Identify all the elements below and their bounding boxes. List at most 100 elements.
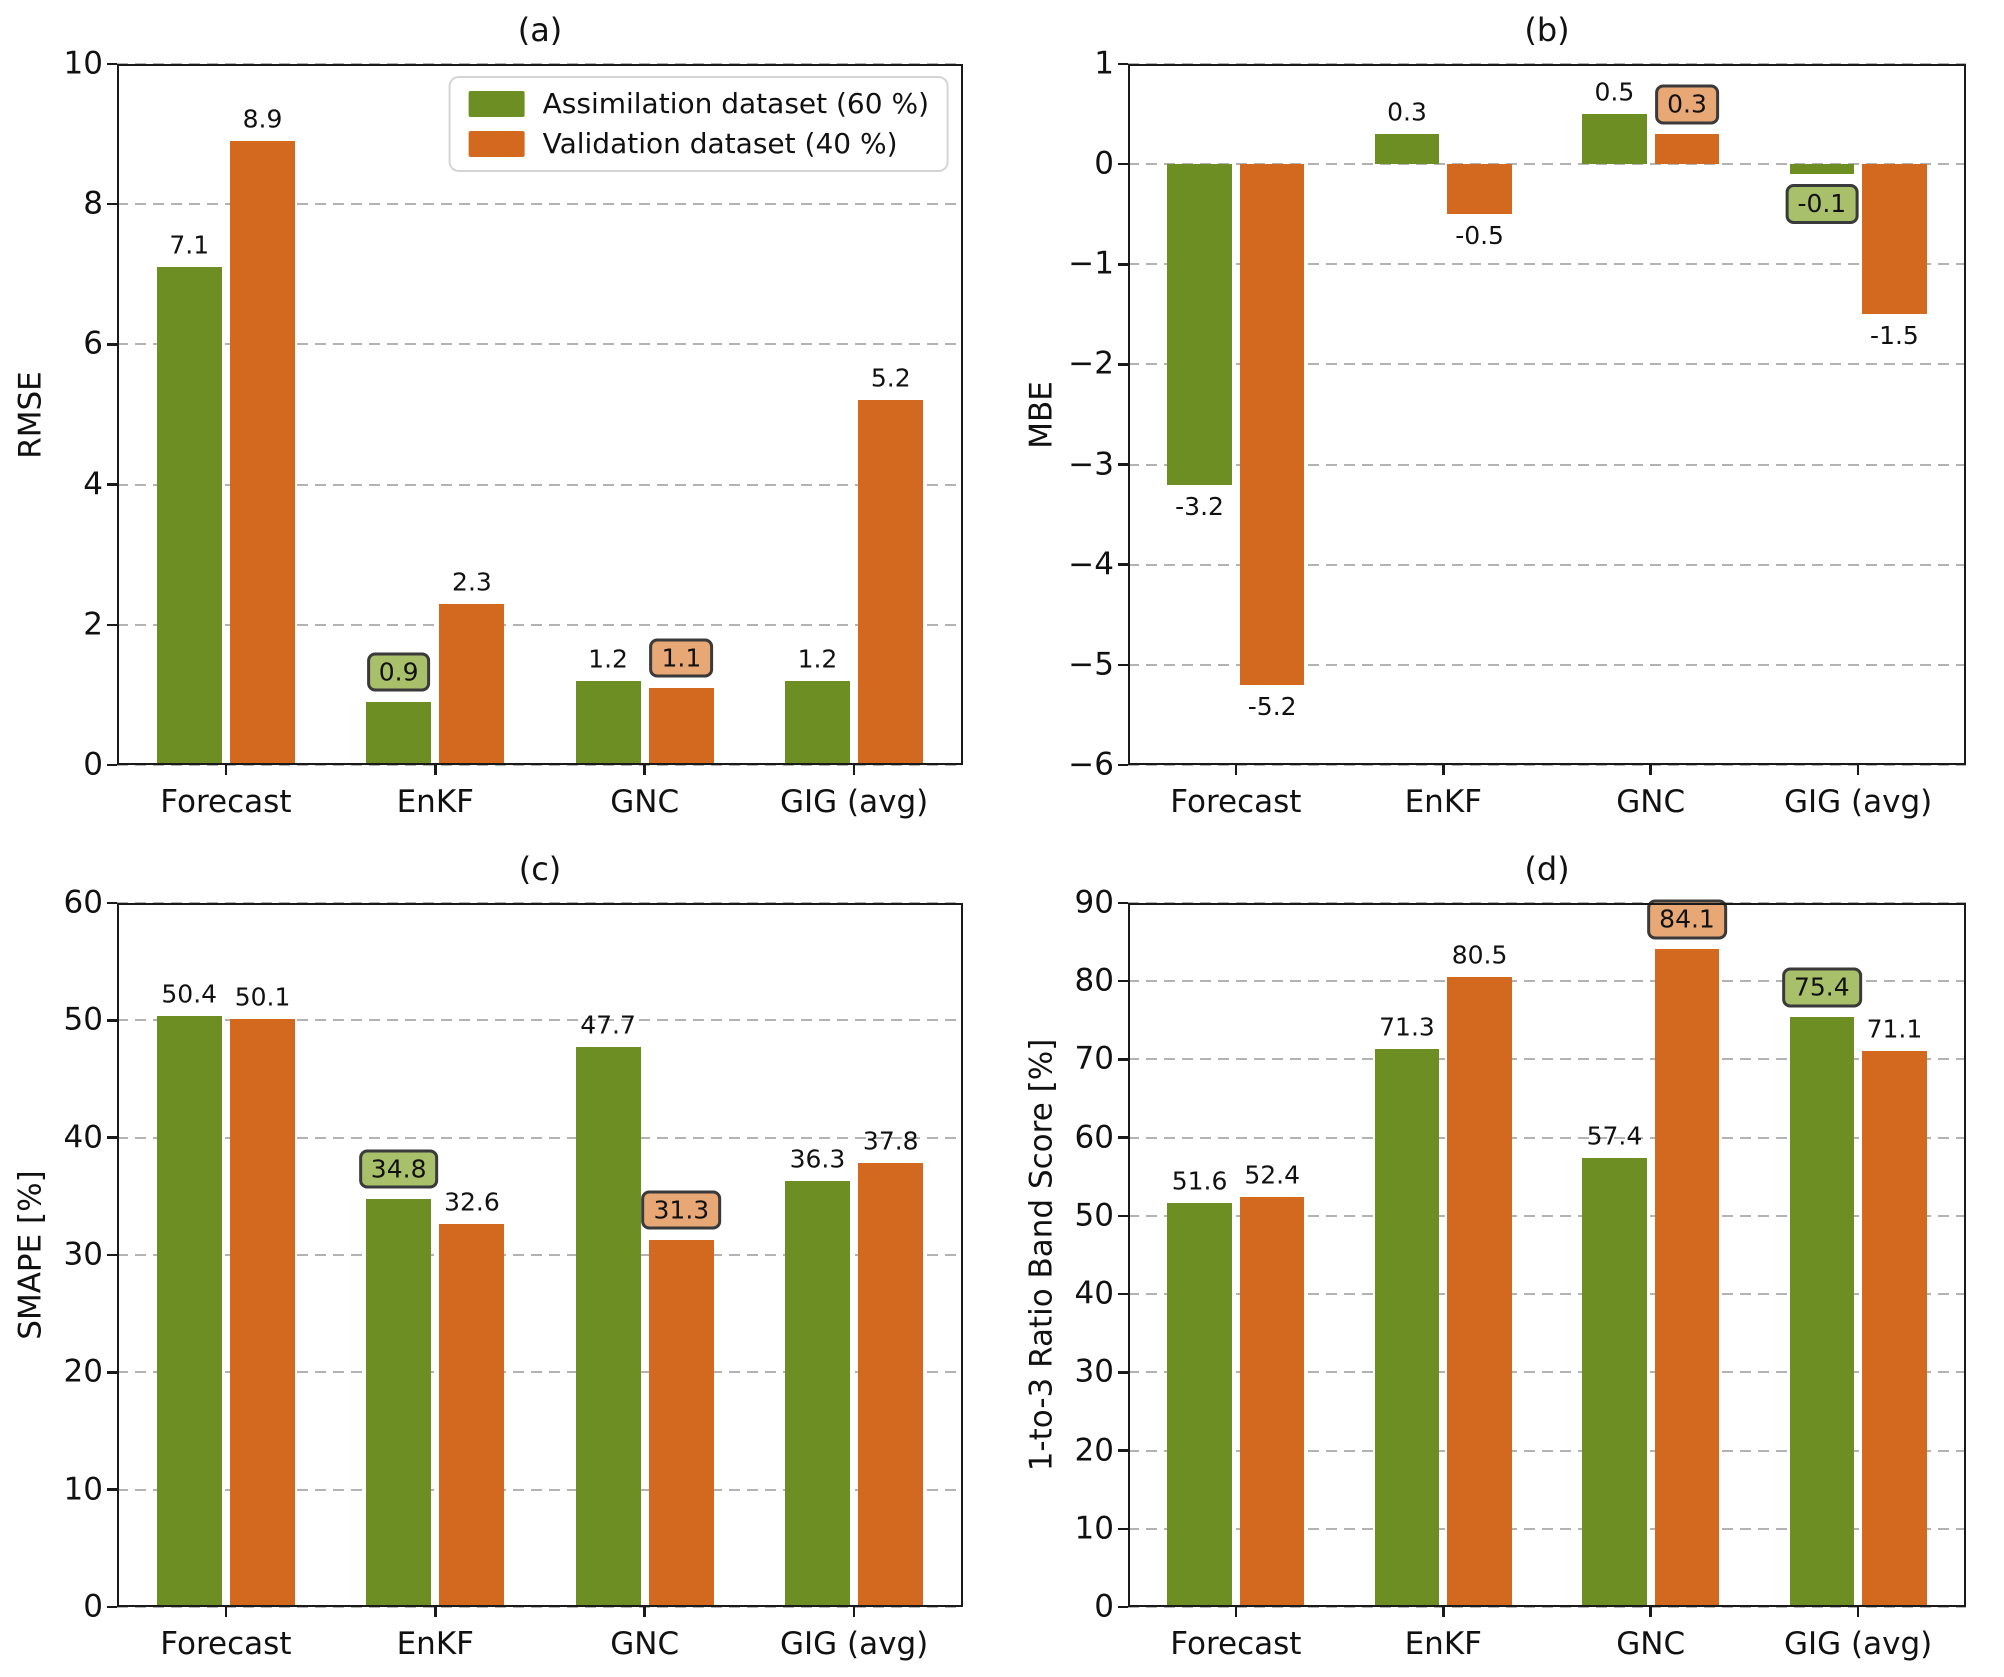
bar-a-validation-2 — [648, 687, 714, 765]
x-tick-mark — [1234, 765, 1238, 775]
bar-c-validation-2 — [648, 1239, 714, 1607]
x-tick-mark — [1856, 765, 1860, 775]
value-label-b-assimilation-1: 0.3 — [1387, 97, 1427, 127]
value-label-d-validation-3: 71.1 — [1866, 1014, 1923, 1044]
x-tick-mark — [643, 765, 646, 775]
y-tick-mark — [107, 1605, 117, 1609]
grid-line — [117, 483, 963, 486]
x-tick-label-c-1: EnKF — [396, 1626, 474, 1662]
x-tick-label-b-0: Forecast — [1170, 784, 1302, 820]
grid-line — [1128, 363, 1966, 366]
y-tick-mark — [1118, 1371, 1128, 1374]
bar-c-assimilation-3 — [785, 1181, 850, 1607]
value-label-b-assimilation-0: -3.2 — [1175, 491, 1224, 521]
y-tick-mark — [107, 1253, 117, 1257]
value-label-b-validation-1: -0.5 — [1455, 221, 1504, 251]
y-tick-mark — [107, 343, 117, 346]
legend: Assimilation dataset (60 %) Validation da… — [448, 76, 949, 172]
x-tick-label-b-1: EnKF — [1404, 784, 1482, 820]
bar-a-assimilation-3 — [785, 680, 850, 765]
legend-label-validation: Validation dataset (40 %) — [542, 127, 898, 160]
x-tick-mark — [1234, 1607, 1238, 1617]
grid-line — [117, 764, 963, 766]
value-label-a-validation-0: 8.9 — [242, 104, 283, 134]
plot-area-d — [1128, 903, 1966, 1607]
x-tick-label-a-3: GIG (avg) — [779, 784, 929, 820]
grid-line — [1128, 463, 1966, 466]
y-tick-mark — [1118, 1605, 1128, 1609]
y-tick-label: −4 — [1068, 546, 1114, 583]
y-tick-mark — [1118, 663, 1128, 667]
value-label-d-validation-2: 84.1 — [1647, 899, 1727, 940]
grid-line — [1128, 1214, 1966, 1217]
bar-c-validation-1 — [439, 1224, 505, 1607]
y-tick-label: 4 — [83, 466, 103, 503]
y-tick-label: 10 — [63, 45, 103, 82]
y-tick-label: 70 — [1074, 1040, 1114, 1077]
bar-b-assimilation-0 — [1167, 164, 1232, 485]
y-tick-mark — [107, 1136, 117, 1139]
grid-line — [117, 1488, 963, 1491]
x-tick-label-a-1: EnKF — [396, 784, 474, 820]
x-tick-mark — [1856, 1607, 1860, 1617]
bar-c-assimilation-1 — [366, 1198, 432, 1607]
value-label-a-validation-3: 5.2 — [870, 363, 911, 393]
legend-label-assimilation: Assimilation dataset (60 %) — [542, 87, 929, 120]
bar-b-validation-0 — [1240, 164, 1305, 685]
y-tick-mark — [107, 1019, 117, 1022]
y-axis-label-a: RMSE — [12, 370, 49, 459]
grid-line — [1128, 263, 1966, 266]
y-tick-mark — [1118, 1292, 1128, 1296]
x-tick-label-b-3: GIG (avg) — [1784, 784, 1933, 820]
plot-area-b — [1128, 64, 1966, 765]
value-label-d-assimilation-2: 57.4 — [1586, 1121, 1643, 1151]
grid-line — [117, 1019, 963, 1022]
value-label-b-validation-3: -1.5 — [1870, 321, 1919, 351]
bar-c-validation-0 — [230, 1019, 295, 1607]
value-label-c-validation-0: 50.1 — [234, 982, 291, 1012]
y-tick-label: 0 — [1094, 1588, 1114, 1625]
y-tick-label: 30 — [63, 1236, 103, 1273]
y-tick-label: 90 — [1074, 884, 1114, 921]
x-tick-label-b-2: GNC — [1616, 784, 1686, 820]
grid-line — [117, 203, 963, 206]
legend-row: Validation dataset (40 %) — [468, 127, 929, 160]
legend-swatch-validation — [468, 131, 525, 157]
bar-d-assimilation-1 — [1374, 1049, 1440, 1607]
grid-line — [1128, 1058, 1966, 1061]
grid-line — [1128, 1449, 1966, 1452]
y-tick-label: 10 — [63, 1471, 103, 1508]
y-tick-label: 30 — [1074, 1353, 1114, 1390]
value-label-c-validation-3: 37.8 — [862, 1126, 919, 1156]
value-label-d-assimilation-1: 71.3 — [1379, 1012, 1435, 1042]
y-tick-label: −6 — [1068, 746, 1114, 783]
bar-a-assimilation-2 — [575, 680, 641, 765]
x-tick-mark — [1649, 765, 1652, 775]
bar-b-validation-2 — [1654, 134, 1720, 165]
x-tick-label-a-2: GNC — [610, 784, 680, 820]
y-tick-mark — [1118, 1136, 1128, 1139]
bar-a-assimilation-1 — [366, 701, 432, 765]
value-label-d-validation-0: 52.4 — [1244, 1160, 1300, 1190]
bar-b-assimilation-3 — [1789, 164, 1854, 175]
bar-b-assimilation-2 — [1582, 114, 1647, 165]
value-label-c-assimilation-0: 50.4 — [161, 979, 218, 1009]
value-label-a-assimilation-0: 7.1 — [169, 230, 210, 260]
y-tick-mark — [107, 1488, 117, 1491]
bar-b-validation-1 — [1447, 164, 1512, 215]
grid-line — [1128, 1371, 1966, 1374]
x-tick-mark — [224, 765, 228, 775]
grid-line — [117, 623, 963, 626]
y-tick-mark — [107, 483, 117, 486]
bar-c-assimilation-0 — [156, 1015, 222, 1607]
bar-b-validation-3 — [1862, 164, 1927, 315]
value-label-c-assimilation-3: 36.3 — [789, 1144, 846, 1174]
y-tick-mark — [1118, 1527, 1128, 1531]
grid-line — [117, 1606, 963, 1608]
y-tick-label: 0 — [83, 746, 103, 783]
value-label-a-assimilation-2: 1.2 — [588, 644, 628, 674]
grid-line — [1128, 1527, 1966, 1530]
grid-line — [117, 1254, 963, 1256]
grid-line — [1128, 663, 1966, 666]
y-tick-mark — [107, 1371, 117, 1374]
